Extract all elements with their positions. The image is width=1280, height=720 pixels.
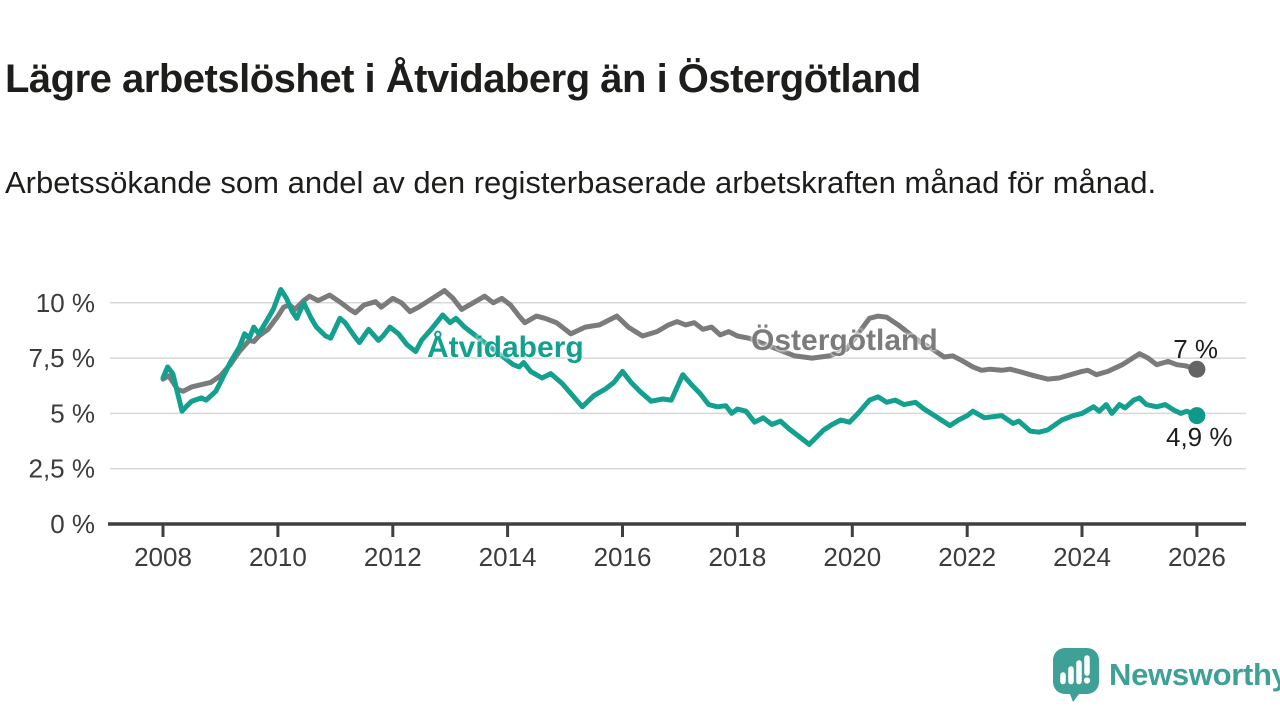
logo-bars <box>1060 655 1090 685</box>
end-value-label-atvidaberg: 4,9 % <box>1166 422 1233 452</box>
y-axis-tick-label: 7,5 % <box>29 343 96 373</box>
x-axis-tick-label: 2018 <box>708 542 766 572</box>
x-axis-tick-label: 2020 <box>823 542 881 572</box>
series-line-åtvidaberg <box>160 287 1200 447</box>
x-axis-tick-label: 2008 <box>134 542 192 572</box>
y-axis-tick-label: 0 % <box>50 509 95 539</box>
x-axis-tick-label: 2016 <box>594 542 652 572</box>
brand-name: Newsworthy <box>1109 657 1280 692</box>
end-value-label-ostergotland: 7 % <box>1173 334 1218 364</box>
y-axis-tick-label: 10 % <box>36 288 95 318</box>
logo-bubble <box>1053 648 1099 702</box>
x-axis-tick-label: 2014 <box>479 542 537 572</box>
speech-bubble-bar-chart-icon <box>1053 648 1099 702</box>
y-axis-tick-label: 5 % <box>50 398 95 428</box>
chart-subtitle: Arbetssökande som andel av den registerb… <box>5 165 1157 200</box>
page-title: Lägre arbetslöshet i Åtvidaberg än i Öst… <box>5 56 921 101</box>
y-axis-tick-label: 2,5 % <box>29 454 96 484</box>
series-line-östergötland <box>160 288 1200 394</box>
x-axis-tick-label: 2010 <box>249 542 307 572</box>
newsworthy-brand: Newsworthy <box>1053 648 1280 702</box>
series-label-atvidaberg: Åtvidaberg <box>427 331 584 364</box>
x-axis-tick-label: 2024 <box>1053 542 1111 572</box>
series-label-ostergotland: Östergötland <box>751 324 938 357</box>
x-axis-tick-label: 2022 <box>938 542 996 572</box>
x-axis-tick-label: 2026 <box>1168 542 1226 572</box>
x-axis-tick-label: 2012 <box>364 542 422 572</box>
logo-exclamation-dot <box>1083 677 1091 684</box>
